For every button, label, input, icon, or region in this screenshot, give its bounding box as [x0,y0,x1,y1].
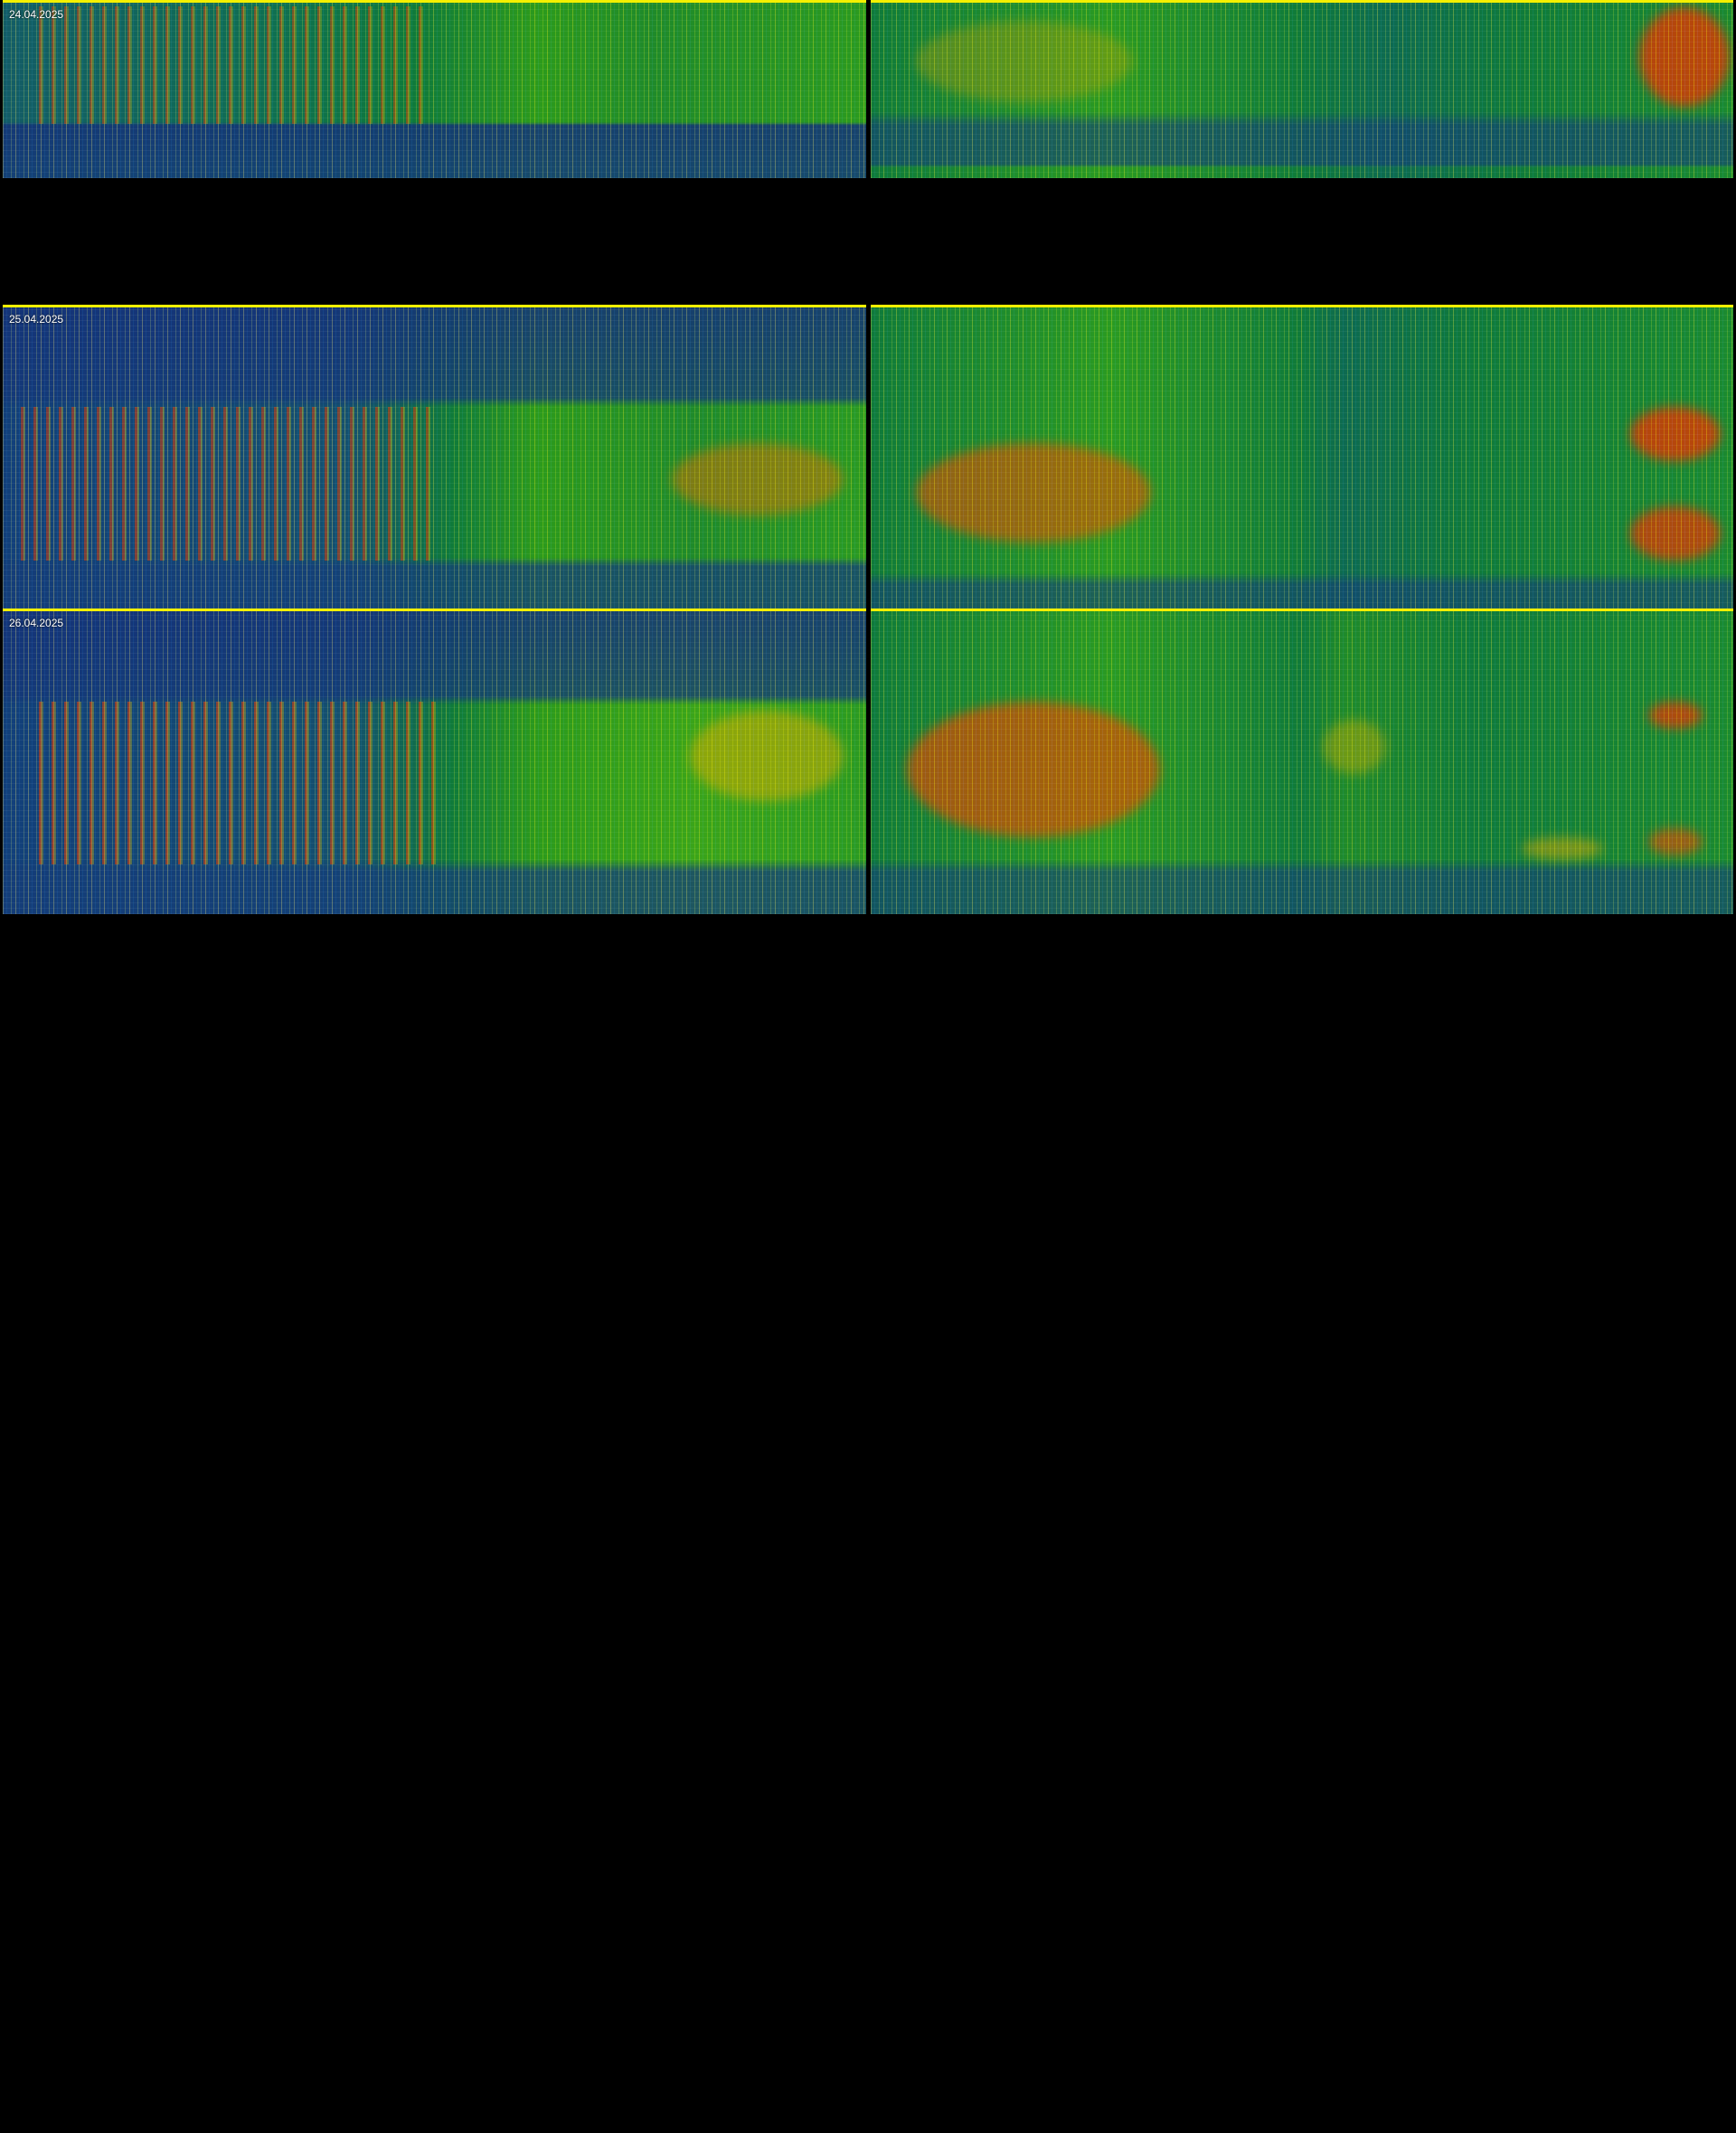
spectrogram-panel-left-row-3: 26.04.2025 [3,609,866,914]
date-label: 25.04.2025 [9,313,64,326]
spectrogram-panel-right-row-3 [871,609,1733,914]
spectrogram-panel-left-row-1: 24.04.2025 [3,0,866,178]
spectrogram-panel-right-row-1 [871,0,1733,178]
spectrogram-panel-left-row-2: 25.04.2025 [3,305,866,609]
date-label: 26.04.2025 [9,617,64,629]
date-label: 24.04.2025 [9,8,64,21]
spectrogram-panel-right-row-2 [871,305,1733,609]
